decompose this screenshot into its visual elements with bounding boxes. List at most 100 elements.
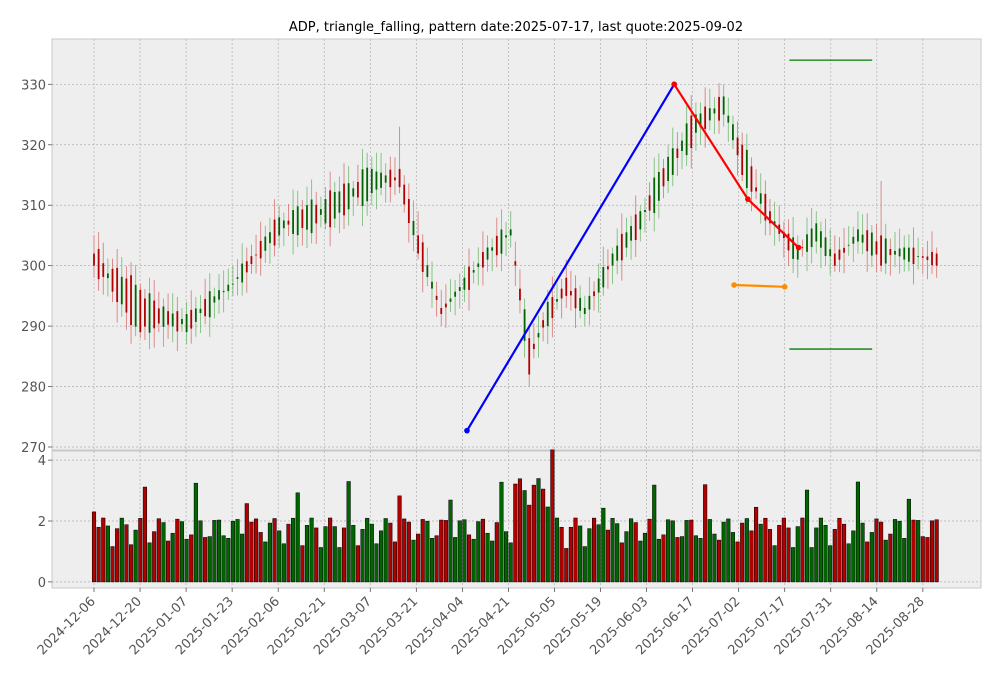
volume-bar: [221, 535, 226, 583]
volume-bar: [559, 526, 564, 583]
volume-bar: [101, 517, 106, 583]
volume-bar: [244, 503, 249, 583]
volume-bar: [457, 520, 462, 583]
candle-body: [361, 169, 364, 207]
volume-bar: [934, 519, 939, 583]
candle-body: [653, 177, 656, 213]
candle-body: [801, 247, 804, 249]
candle-body: [695, 114, 697, 133]
candle-body: [870, 232, 873, 256]
volume-bar: [869, 532, 874, 583]
volume-bar: [369, 523, 374, 583]
candle-body: [167, 311, 169, 325]
candle-body: [713, 108, 716, 114]
volume-bar: [814, 527, 819, 583]
volume-bar: [865, 541, 870, 583]
volume-bar: [170, 532, 175, 583]
volume-bar: [119, 517, 124, 583]
volume-bar: [124, 524, 129, 583]
candle-body: [537, 333, 540, 338]
candle-body: [907, 247, 910, 262]
volume-bar: [791, 547, 796, 583]
candle-body: [736, 137, 739, 156]
candle-body: [417, 235, 419, 254]
candle-body: [181, 318, 183, 325]
price-tick-label: 310: [21, 199, 46, 214]
candle-body: [519, 288, 521, 301]
candle-body: [667, 156, 670, 182]
candle-body: [866, 230, 869, 252]
candle-body: [505, 235, 507, 238]
price-tick-label: 280: [21, 381, 46, 396]
candle-body: [357, 181, 359, 198]
volume-bar: [198, 520, 203, 583]
volume-bar: [471, 538, 476, 583]
volume-bar: [582, 546, 587, 583]
candle-body: [792, 237, 795, 259]
volume-bar: [717, 539, 722, 583]
candle-body: [931, 251, 933, 266]
candle-body: [370, 168, 373, 194]
volume-bar: [925, 537, 930, 583]
candle-body: [144, 298, 146, 327]
volume-bar: [267, 522, 272, 583]
candle-body: [384, 175, 387, 183]
candle-body: [560, 288, 563, 299]
volume-bar: [443, 520, 448, 583]
volume-bar: [184, 538, 189, 583]
uptrend-line: [466, 83, 676, 432]
candle-body: [495, 235, 498, 256]
candle-body: [278, 217, 281, 236]
volume-bar: [619, 542, 624, 583]
candle-body: [412, 220, 415, 236]
volume-bar: [346, 481, 351, 583]
volume-bar: [763, 517, 768, 583]
candle-body: [843, 247, 845, 253]
volume-bar: [758, 523, 763, 583]
candle-body: [454, 291, 457, 297]
volume-bar: [133, 529, 138, 583]
pattern-overlays: [464, 59, 873, 434]
volume-bar: [883, 539, 888, 583]
candle-body: [389, 169, 392, 188]
volume-bar: [476, 521, 481, 583]
volume-tick-label: 0: [38, 576, 46, 591]
candle-body: [162, 306, 165, 327]
volume-bar: [842, 523, 847, 583]
volume-bar: [601, 507, 606, 583]
volume-bar: [314, 527, 319, 583]
candle-body: [306, 205, 308, 230]
volume-bar: [286, 523, 291, 583]
candle-body: [255, 254, 257, 256]
candle-body: [245, 261, 248, 273]
candle-body: [810, 228, 813, 248]
volume-bar: [439, 519, 444, 583]
upper-triangle-line-point: [795, 244, 802, 251]
volume-bar: [203, 537, 208, 583]
volume-bar: [531, 484, 536, 583]
volume-bar: [323, 526, 328, 583]
candle-body: [820, 231, 822, 248]
volume-bar: [309, 517, 314, 583]
candle-body: [787, 233, 790, 251]
candle-body: [607, 266, 609, 270]
volume-bar: [379, 530, 384, 583]
candle-body: [875, 241, 878, 255]
candle-body: [120, 276, 123, 305]
volume-bar: [152, 531, 157, 583]
volume-bar: [388, 522, 393, 583]
volume-bar: [212, 520, 217, 583]
candle-body: [218, 290, 220, 300]
volume-bar: [661, 534, 666, 583]
candle-body: [148, 293, 151, 333]
volume-bar: [675, 537, 680, 583]
candle-body: [208, 291, 211, 318]
volume-bar: [693, 535, 698, 583]
date-axis-ticks: 2024-12-062024-12-202025-01-072025-01-23…: [35, 588, 928, 658]
volume-bar: [823, 525, 828, 583]
candle-body: [509, 229, 512, 236]
candle-body: [157, 308, 160, 324]
volume-bar: [647, 518, 652, 583]
volume-bar: [767, 529, 773, 583]
volume-bar: [638, 540, 643, 583]
